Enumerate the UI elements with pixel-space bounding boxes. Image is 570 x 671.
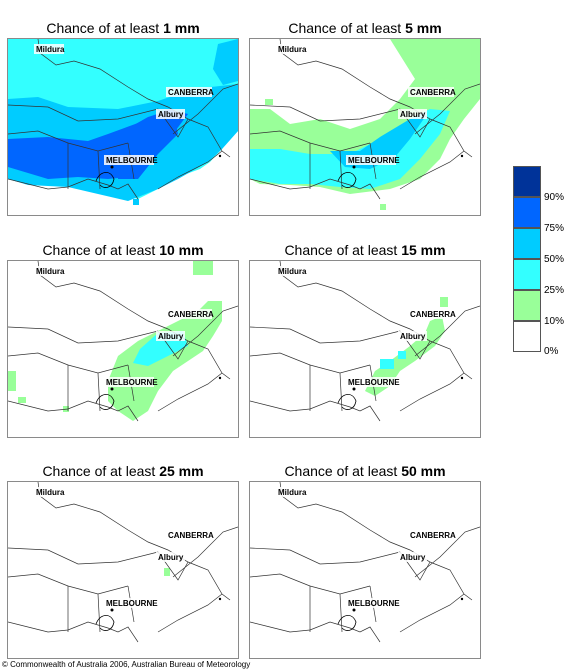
panel-title: Chance of at least 10 mm <box>42 242 204 258</box>
label-melbourne: MELBOURNE <box>348 599 400 608</box>
label-mildura: Mildura <box>36 45 65 54</box>
legend-swatch-75 <box>513 197 541 228</box>
probability-map: Mildura CANBERRA Albury MELBOURNE <box>7 481 239 659</box>
label-canberra: CANBERRA <box>410 88 456 97</box>
probability-legend: 90% 75% 50% 25% 10% 0% <box>513 166 570 366</box>
label-canberra: CANBERRA <box>168 88 214 97</box>
probability-map: Mildura CANBERRA Albury MELBOURNE <box>249 260 481 438</box>
panel-title: Chance of at least 15 mm <box>284 242 446 258</box>
label-albury: Albury <box>400 553 426 562</box>
probability-fill <box>8 39 238 205</box>
label-mildura: Mildura <box>36 267 65 276</box>
legend-tick: 75% <box>544 223 565 234</box>
state-boundaries <box>250 482 480 643</box>
state-boundaries <box>250 39 480 200</box>
label-mildura: Mildura <box>278 45 307 54</box>
legend-tick: 25% <box>544 285 565 296</box>
panel-title: Chance of at least 25 mm <box>42 463 204 479</box>
state-boundaries <box>8 261 238 422</box>
legend-tick: 50% <box>544 254 565 265</box>
place-labels: Mildura CANBERRA Albury MELBOURNE <box>34 44 214 165</box>
place-labels: Mildura CANBERRA Albury MELBOURNE <box>34 266 214 387</box>
label-albury: Albury <box>400 110 426 119</box>
legend-swatch-50 <box>513 228 541 259</box>
copyright-notice: © Commonwealth of Australia 2006, Austra… <box>2 660 251 669</box>
place-labels: Mildura CANBERRA Albury MELBOURNE <box>34 487 214 608</box>
probability-map: Mildura CANBERRA Albury MELBOURNE <box>249 481 481 659</box>
label-canberra: CANBERRA <box>410 310 456 319</box>
legend-tick: 90% <box>544 192 565 203</box>
legend-swatch-10 <box>513 290 541 321</box>
place-labels: Mildura CANBERRA Albury MELBOURNE <box>276 487 456 608</box>
label-melbourne: MELBOURNE <box>106 156 158 165</box>
probability-map: Mildura CANBERRA Albury MELBOURNE <box>7 38 239 216</box>
label-albury: Albury <box>158 110 184 119</box>
legend-swatch-90 <box>513 166 541 197</box>
place-labels: Mildura CANBERRA Albury MELBOURNE <box>276 266 456 387</box>
legend-tick: 0% <box>544 346 559 357</box>
label-melbourne: MELBOURNE <box>348 156 400 165</box>
label-albury: Albury <box>158 553 184 562</box>
legend-swatch-25 <box>513 259 541 290</box>
label-melbourne: MELBOURNE <box>348 378 400 387</box>
label-mildura: Mildura <box>278 267 307 276</box>
legend-tick: 10% <box>544 316 565 327</box>
state-boundaries <box>8 482 238 643</box>
legend-swatch-0 <box>513 321 541 352</box>
label-melbourne: MELBOURNE <box>106 378 158 387</box>
probability-map: Mildura CANBERRA Albury MELBOURNE <box>7 260 239 438</box>
label-mildura: Mildura <box>36 488 65 497</box>
label-albury: Albury <box>158 332 184 341</box>
panel-title: Chance of at least 5 mm <box>288 20 442 36</box>
label-canberra: CANBERRA <box>168 531 214 540</box>
probability-map: Mildura CANBERRA Albury MELBOURNE <box>249 38 481 216</box>
label-canberra: CANBERRA <box>410 531 456 540</box>
panel-title: Chance of at least 1 mm <box>46 20 200 36</box>
place-labels: Mildura CANBERRA Albury MELBOURNE <box>276 44 456 165</box>
probability-fill <box>164 568 170 576</box>
label-albury: Albury <box>400 332 426 341</box>
panel-title: Chance of at least 50 mm <box>284 463 446 479</box>
state-boundaries <box>250 261 480 422</box>
label-canberra: CANBERRA <box>168 310 214 319</box>
label-mildura: Mildura <box>278 488 307 497</box>
label-melbourne: MELBOURNE <box>106 599 158 608</box>
coastline <box>95 172 115 188</box>
probability-fill <box>250 39 480 210</box>
